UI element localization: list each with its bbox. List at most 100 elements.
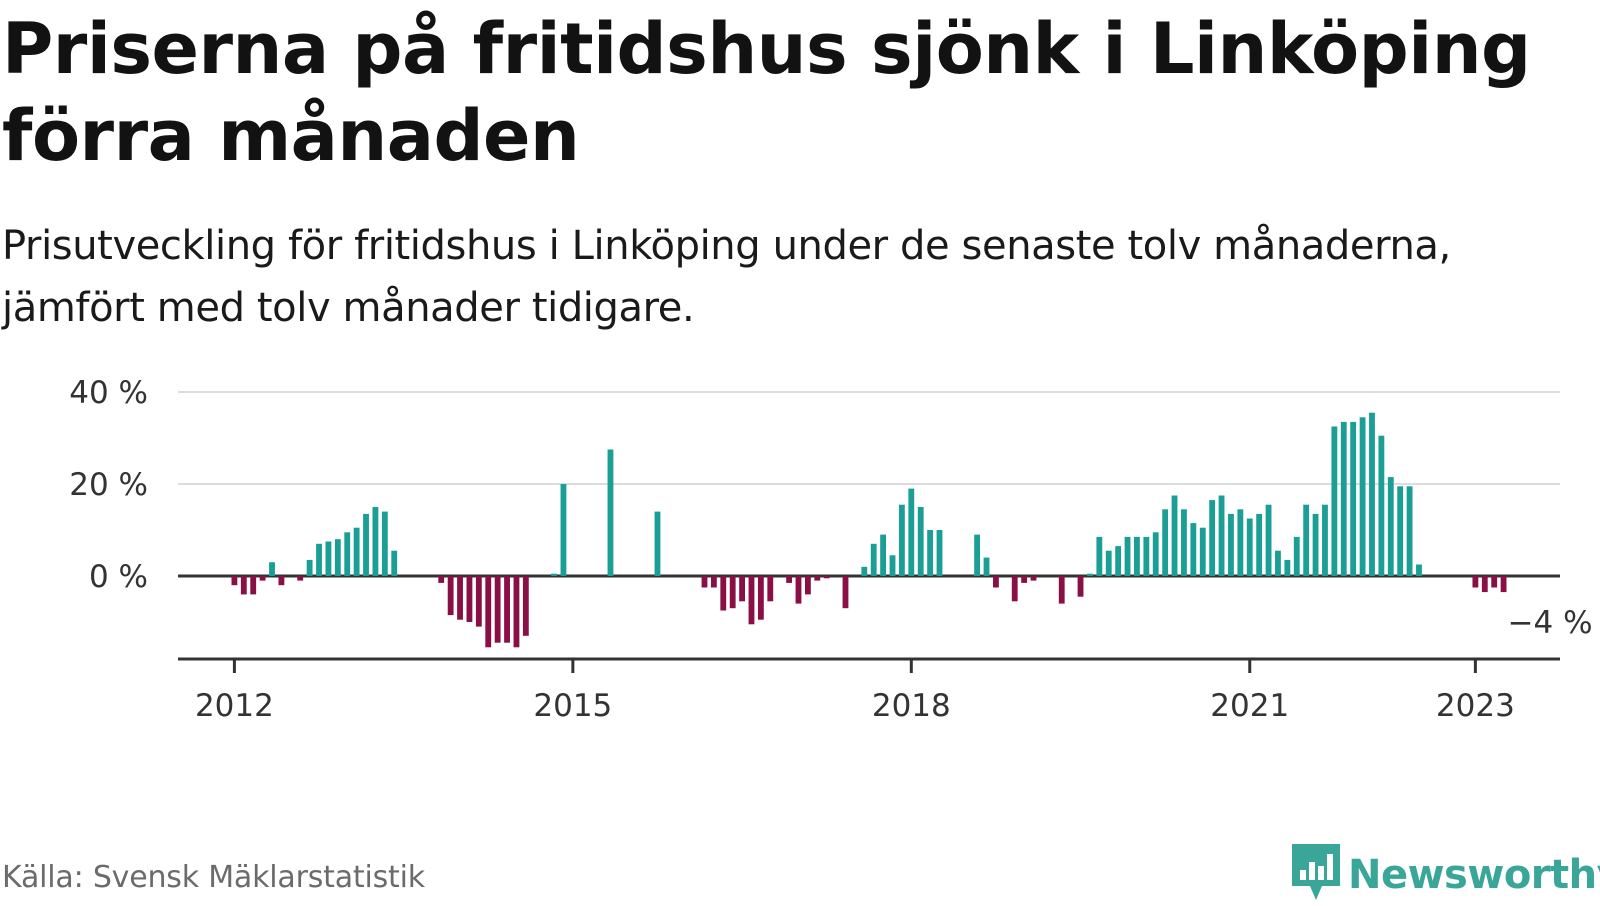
bar <box>1481 576 1488 593</box>
bar <box>1190 523 1197 576</box>
bar <box>269 562 275 576</box>
bar <box>1256 513 1263 576</box>
bar <box>983 557 990 576</box>
bar <box>334 539 341 576</box>
bar <box>447 576 454 616</box>
bar <box>1275 550 1281 576</box>
bar <box>767 576 774 602</box>
bar <box>1199 527 1206 576</box>
annotations: −4 % <box>1508 605 1593 641</box>
bar <box>1293 536 1300 576</box>
bar <box>297 576 304 581</box>
bar <box>1491 576 1498 588</box>
bar <box>1077 576 1084 597</box>
bar <box>551 573 557 576</box>
bar <box>795 576 802 604</box>
chart-title: Priserna på fritidshus sjönk i Linköping… <box>2 8 1531 177</box>
bar <box>1011 576 1018 602</box>
x-tick-label: 2015 <box>533 688 612 724</box>
bar <box>1058 576 1065 604</box>
bar <box>1387 477 1394 576</box>
bar <box>240 576 247 595</box>
bar <box>1171 495 1178 576</box>
bar <box>993 576 999 588</box>
bar <box>757 576 764 620</box>
bar <box>475 576 482 627</box>
chart-subtitle: Prisutveckling för fritidshus i Linköpin… <box>2 223 1451 331</box>
bar <box>522 576 529 636</box>
bar <box>974 534 981 576</box>
bar <box>372 507 379 576</box>
y-tick-label: 0 % <box>89 559 148 595</box>
bar <box>278 576 285 586</box>
bar <box>1162 509 1169 576</box>
bar <box>739 576 745 602</box>
bar <box>1472 576 1479 588</box>
bar <box>250 576 257 595</box>
bar <box>513 576 520 648</box>
bar <box>1406 486 1413 576</box>
bar <box>607 449 614 576</box>
bar <box>823 576 830 579</box>
bar <box>259 576 266 581</box>
bar <box>231 576 238 586</box>
bar <box>391 550 398 576</box>
bar <box>1500 576 1507 593</box>
bar <box>381 511 388 576</box>
bar <box>710 576 717 588</box>
bar-chart-speech-bubble-icon <box>1292 844 1340 906</box>
bar <box>1181 509 1187 576</box>
bar <box>1021 576 1028 583</box>
bar <box>1312 513 1319 576</box>
bar <box>720 576 727 611</box>
bars <box>231 412 1507 648</box>
bar <box>1369 412 1375 576</box>
y-tick-label: 40 % <box>69 375 148 411</box>
bar <box>363 513 369 576</box>
bar <box>804 576 811 595</box>
y-tick-label: 20 % <box>69 467 148 503</box>
bar <box>1115 546 1122 576</box>
bar <box>842 576 849 609</box>
bar <box>1152 532 1159 576</box>
bar <box>927 530 934 576</box>
bar <box>654 511 661 576</box>
bar <box>729 576 736 609</box>
bar <box>748 576 755 625</box>
bar <box>1218 495 1225 576</box>
bar <box>466 576 473 622</box>
bar <box>1134 536 1140 576</box>
bar <box>889 555 896 576</box>
bar <box>1209 500 1216 576</box>
bar <box>1096 536 1103 576</box>
bar <box>870 543 877 576</box>
bar <box>898 504 905 576</box>
bar <box>1340 421 1347 576</box>
bar <box>1359 417 1366 576</box>
bar <box>1350 421 1357 576</box>
bar <box>861 566 868 576</box>
bar <box>1228 513 1234 576</box>
bar <box>1397 486 1404 576</box>
bar <box>560 484 567 576</box>
x-tick-label: 2012 <box>195 688 274 724</box>
bar <box>1322 504 1328 576</box>
bar <box>457 576 463 620</box>
bar <box>1416 564 1422 576</box>
y-axis-tick-labels: 0 % 20 % 40 % <box>69 375 148 595</box>
brand-logo[interactable]: Newsworthy <box>1292 844 1600 906</box>
bar <box>306 559 313 576</box>
bar <box>1237 509 1244 576</box>
bar <box>908 488 915 576</box>
bar <box>353 527 360 576</box>
bar <box>438 576 445 583</box>
bar <box>814 576 821 581</box>
bar <box>494 576 501 643</box>
bar <box>1124 536 1131 576</box>
bar <box>786 576 793 583</box>
bar <box>1378 435 1385 576</box>
bar <box>1303 504 1310 576</box>
bar <box>1143 536 1150 576</box>
bar <box>344 532 351 576</box>
bar <box>1030 576 1037 581</box>
